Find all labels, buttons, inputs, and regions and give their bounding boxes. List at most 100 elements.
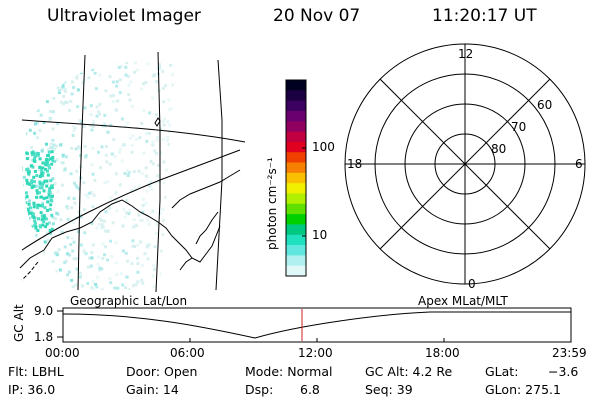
speckle bbox=[133, 70, 136, 74]
speckle bbox=[94, 87, 98, 91]
speckle bbox=[154, 181, 158, 185]
speckle bbox=[103, 229, 107, 233]
colorbar-cell bbox=[286, 90, 306, 102]
speckle bbox=[162, 160, 166, 164]
speckle bbox=[69, 172, 73, 176]
speckle bbox=[50, 146, 54, 150]
speckle bbox=[87, 256, 91, 260]
speckle bbox=[72, 240, 76, 244]
date-label: 20 Nov 07 bbox=[273, 6, 361, 26]
aurora-speckle bbox=[33, 224, 37, 228]
aurora-speckle bbox=[37, 203, 40, 207]
speckle bbox=[173, 89, 176, 92]
speckle bbox=[117, 59, 121, 63]
speckle bbox=[59, 218, 63, 222]
aurora-speckle bbox=[49, 195, 53, 199]
speckle bbox=[78, 59, 82, 61]
speckle bbox=[157, 63, 161, 66]
speckle bbox=[161, 86, 165, 90]
speckle bbox=[21, 59, 24, 63]
coastline bbox=[19, 117, 241, 281]
speckle bbox=[52, 143, 56, 147]
aurora-speckle bbox=[24, 217, 28, 221]
speckle bbox=[66, 217, 70, 221]
speckle bbox=[163, 117, 167, 121]
speckle bbox=[109, 281, 113, 285]
polar-label-0: 0 bbox=[468, 277, 476, 291]
speckle bbox=[53, 288, 57, 290]
speckle bbox=[180, 238, 183, 241]
info-door: Door: Open bbox=[126, 364, 198, 379]
aurora-speckle bbox=[31, 212, 35, 216]
speckle bbox=[169, 59, 173, 62]
speckle bbox=[168, 123, 172, 127]
speckle bbox=[106, 180, 110, 184]
speckle bbox=[98, 112, 102, 116]
aurora-speckle bbox=[30, 179, 34, 182]
speckle bbox=[166, 206, 170, 210]
speckle bbox=[125, 61, 128, 65]
speckle bbox=[170, 212, 174, 216]
speckle bbox=[86, 281, 90, 285]
aurora-speckle bbox=[41, 203, 45, 207]
speckle bbox=[114, 197, 118, 201]
speckle bbox=[73, 126, 77, 130]
speckle bbox=[53, 160, 57, 163]
speckle bbox=[179, 103, 182, 106]
colorbar-cell bbox=[286, 224, 306, 236]
speckle bbox=[51, 286, 54, 290]
aurora-speckle bbox=[36, 191, 40, 195]
polar-plot bbox=[344, 43, 586, 285]
speckle bbox=[72, 86, 76, 89]
speckle bbox=[34, 122, 37, 126]
aurora-speckle bbox=[47, 150, 51, 154]
speckle bbox=[49, 283, 53, 287]
speckle bbox=[115, 209, 119, 213]
speckle bbox=[46, 182, 50, 185]
speckle bbox=[42, 254, 46, 258]
speckle bbox=[161, 208, 165, 212]
speckle bbox=[41, 250, 45, 254]
aurora-speckle bbox=[46, 173, 50, 177]
speckle bbox=[121, 283, 125, 287]
speckle bbox=[45, 282, 49, 286]
speckle bbox=[61, 84, 65, 88]
aurora-speckle bbox=[32, 202, 36, 205]
speckle bbox=[144, 166, 148, 170]
timeline-xtick-0000: 00:00 bbox=[45, 346, 80, 360]
speckle bbox=[118, 91, 122, 95]
aurora-speckle bbox=[36, 206, 40, 210]
speckle bbox=[151, 140, 155, 144]
speckle bbox=[104, 245, 107, 249]
speckle bbox=[162, 224, 166, 228]
speckle bbox=[54, 217, 58, 221]
aurora-speckle bbox=[38, 180, 42, 184]
speckle bbox=[167, 197, 171, 201]
colorbar bbox=[285, 79, 307, 277]
speckle bbox=[108, 206, 112, 210]
speckle bbox=[114, 241, 118, 245]
speckle bbox=[22, 83, 26, 87]
speckle bbox=[175, 254, 178, 257]
aurora-speckle bbox=[25, 151, 29, 155]
speckle bbox=[178, 277, 181, 280]
speckle bbox=[41, 201, 44, 205]
colorbar-cell bbox=[286, 193, 306, 205]
aurora-speckle bbox=[30, 186, 34, 189]
speckle bbox=[135, 137, 138, 141]
speckle bbox=[130, 104, 134, 108]
aurora-speckle bbox=[38, 157, 42, 161]
polar-label-6: 6 bbox=[575, 157, 583, 171]
speckle bbox=[114, 191, 118, 195]
aurora-speckle bbox=[25, 168, 29, 172]
aurora-speckle bbox=[50, 227, 54, 231]
aurora-speckle bbox=[42, 220, 46, 224]
speckle bbox=[63, 79, 67, 83]
speckle bbox=[169, 200, 173, 204]
speckle bbox=[38, 264, 42, 268]
speckle bbox=[24, 287, 28, 290]
aurora-speckle bbox=[50, 199, 54, 203]
colorbar-units-label: photon cm⁻²s⁻¹ bbox=[265, 157, 279, 250]
speckle bbox=[54, 251, 57, 255]
speckle bbox=[101, 225, 105, 229]
